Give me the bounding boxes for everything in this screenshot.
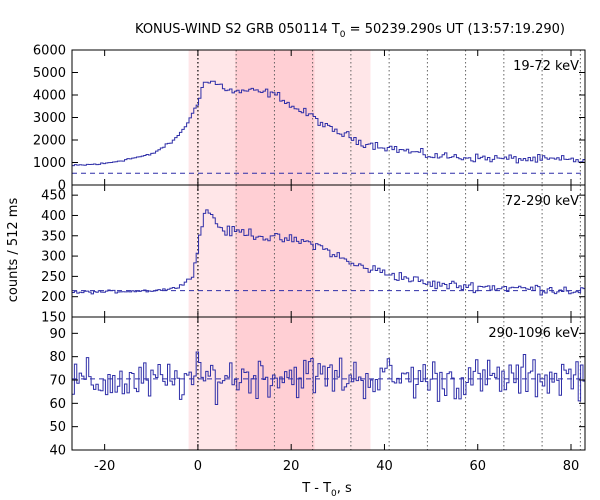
title-subscript: 0 bbox=[340, 30, 346, 40]
y-tick-label: 4000 bbox=[33, 89, 66, 104]
x-tick-label: 60 bbox=[469, 459, 486, 474]
y-tick-label: 2000 bbox=[33, 134, 66, 149]
x-tick-label: 20 bbox=[283, 459, 300, 474]
light-curve-series bbox=[72, 80, 585, 167]
energy-band-label: 19-72 keV bbox=[513, 59, 579, 74]
light-curve-series bbox=[72, 351, 585, 406]
shaded-interval-dark bbox=[235, 185, 315, 317]
y-tick-label: 70 bbox=[49, 374, 66, 389]
y-tick-label: 5000 bbox=[33, 66, 66, 81]
light-curve-series bbox=[72, 209, 585, 296]
x-tick-label: 0 bbox=[194, 459, 202, 474]
y-tick-label: 6000 bbox=[33, 44, 66, 59]
x-axis-label: T - T0, s bbox=[301, 481, 352, 499]
xlabel-subscript: 0 bbox=[331, 489, 337, 499]
shaded-interval-dark bbox=[235, 50, 315, 185]
energy-band-label: 290-1096 keV bbox=[488, 326, 579, 341]
panel-3: 40 50 60 70 80 90 290-1096 keV bbox=[49, 316, 586, 459]
panel-1: 0 1000 2000 3000 4000 5000 6000 19-72 keV bbox=[33, 44, 586, 194]
x-tick-label: 40 bbox=[376, 459, 393, 474]
panel-2: 150 200 250 300 350 400 450 72-290 keV bbox=[41, 184, 586, 326]
y-tick-label: 50 bbox=[49, 420, 66, 435]
y-tick-label: 80 bbox=[49, 350, 66, 365]
y-tick-label: 350 bbox=[41, 229, 66, 244]
y-tick-label: 300 bbox=[41, 250, 66, 265]
y-tick-label: 90 bbox=[49, 327, 66, 342]
shaded-interval-dark bbox=[235, 317, 315, 450]
x-tick-label: 80 bbox=[563, 459, 580, 474]
y-tick-label: 60 bbox=[49, 397, 66, 412]
y-tick-label: 250 bbox=[41, 270, 66, 285]
y-tick-label: 450 bbox=[41, 189, 66, 204]
y-tick-label: 200 bbox=[41, 290, 66, 305]
panel-frame bbox=[71, 316, 586, 451]
y-tick-label: 400 bbox=[41, 209, 66, 224]
y-tick-label: 40 bbox=[49, 444, 66, 459]
energy-band-label: 72-290 keV bbox=[505, 194, 579, 209]
chart-title: KONUS-WIND S2 GRB 050114 T0 = 50239.290s… bbox=[135, 22, 565, 40]
y-axis-label: counts / 512 ms bbox=[6, 198, 21, 303]
y-tick-label: 3000 bbox=[33, 111, 66, 126]
y-tick-label: 1000 bbox=[33, 156, 66, 171]
y-tick-label: 0 bbox=[58, 179, 66, 194]
y-tick-label: 150 bbox=[41, 311, 66, 326]
x-tick-label: -20 bbox=[94, 459, 115, 474]
